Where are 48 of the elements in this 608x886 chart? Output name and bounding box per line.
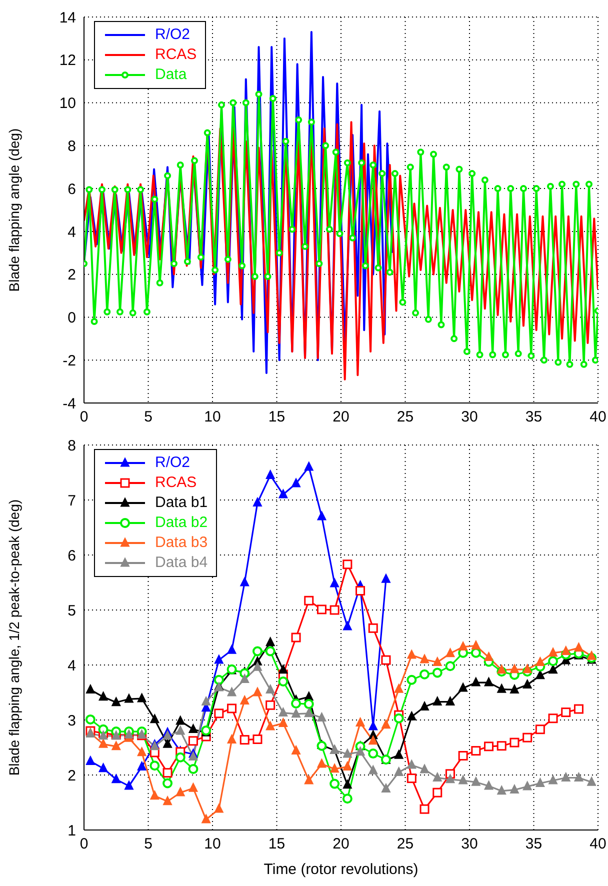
y-tick-label: -4 [62, 395, 76, 412]
y-tick-label: 8 [68, 138, 76, 155]
legend-label: R/O2 [155, 25, 190, 45]
x-tick-label: 5 [144, 408, 152, 426]
legend-label: Data [155, 65, 187, 85]
x-tick-label: 30 [461, 408, 478, 426]
y-tick-label: 3 [68, 712, 76, 730]
y-tick-label: 5 [68, 602, 76, 620]
y-tick-label: 8 [68, 437, 76, 454]
legend-label: Data b2 [155, 513, 208, 533]
y-tick-label: 0 [68, 310, 76, 327]
y-tick-label: 12 [59, 52, 76, 70]
x-tick-label: 40 [590, 408, 606, 426]
y-tick-label: 4 [68, 224, 76, 241]
x-tick-label: 10 [204, 836, 221, 853]
y-tick-label: 2 [68, 266, 76, 284]
y-tick-label: -2 [62, 352, 76, 370]
y-tick-label: 10 [59, 95, 76, 112]
x-tick-label: 25 [396, 408, 414, 426]
x-tick-label: 10 [204, 408, 221, 426]
y-tick-label: 2 [68, 767, 76, 784]
x-tick-label: 15 [268, 836, 286, 853]
y-tick-label: 6 [68, 547, 76, 564]
x-tick-label: 15 [268, 408, 286, 426]
legend-label: Data b4 [155, 553, 208, 573]
y-axis-title: Blade flapping angle (deg) [6, 128, 22, 292]
x-tick-label: 35 [525, 408, 542, 426]
x-tick-label: 25 [396, 836, 414, 853]
y-axis-title: Blade flapping angle, 1/2 peak-to-peak (deg) [6, 499, 22, 776]
y-tick-label: 14 [59, 9, 76, 26]
x-tick-label: 20 [332, 836, 350, 853]
y-tick-label: 4 [68, 657, 76, 674]
y-tick-label: 7 [68, 492, 76, 510]
legend-label: Data b1 [155, 493, 208, 513]
y-tick-label: 1 [68, 822, 76, 840]
legend-label: RCAS [155, 473, 197, 493]
x-tick-label: 0 [80, 836, 88, 853]
x-tick-label: 20 [332, 408, 350, 426]
legend-label: RCAS [155, 45, 197, 65]
x-axis-title: Time (rotor revolutions) [264, 861, 418, 878]
x-tick-label: 40 [590, 836, 606, 853]
y-tick-label: 6 [68, 180, 76, 198]
legend-label: Data b3 [155, 533, 208, 553]
x-tick-label: 30 [461, 836, 478, 853]
x-tick-label: 5 [144, 836, 152, 853]
legend-label: R/O2 [155, 453, 190, 473]
x-tick-label: 35 [525, 836, 542, 853]
x-tick-label: 0 [80, 408, 88, 426]
